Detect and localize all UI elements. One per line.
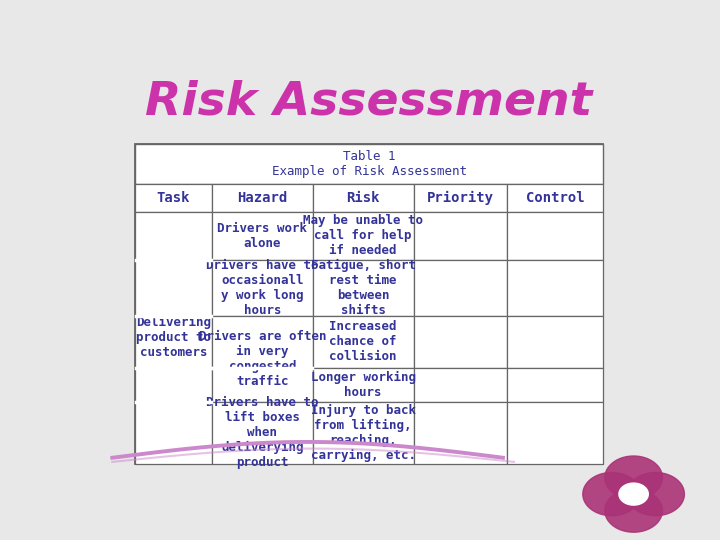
Bar	[508, 260, 603, 316]
Bar	[312, 316, 413, 368]
Bar	[135, 402, 212, 464]
Polygon shape	[605, 489, 662, 532]
Text: Drivers are often
in very
congested
traffic: Drivers are often in very congested traf…	[199, 330, 326, 388]
Text: May be unable to
call for help
if needed: May be unable to call for help if needed	[303, 214, 423, 258]
Bar	[413, 368, 508, 402]
Text: Hazard: Hazard	[238, 191, 287, 205]
Text: Fatigue, short
rest time
between
shifts: Fatigue, short rest time between shifts	[310, 259, 415, 317]
Bar	[212, 184, 312, 212]
Bar	[508, 184, 603, 212]
Bar	[413, 184, 508, 212]
Text: ISC: ISC	[626, 491, 642, 501]
Bar	[413, 212, 508, 260]
Bar	[135, 316, 212, 368]
Bar	[135, 144, 603, 464]
Text: Risk Assessment: Risk Assessment	[145, 80, 593, 125]
Bar	[413, 402, 508, 464]
Text: Longer working
hours: Longer working hours	[310, 371, 415, 399]
Bar	[135, 260, 212, 316]
Bar	[508, 212, 603, 260]
Bar	[312, 260, 413, 316]
Bar	[135, 212, 212, 260]
Text: Table 1
Example of Risk Assessment: Table 1 Example of Risk Assessment	[271, 150, 467, 178]
Bar	[135, 184, 212, 212]
Text: Injury to back
from lifting,
reaching,
carrying, etc.: Injury to back from lifting, reaching, c…	[310, 404, 415, 462]
Polygon shape	[582, 472, 640, 516]
Bar	[413, 260, 508, 316]
Bar	[312, 368, 413, 402]
Bar	[212, 260, 312, 316]
Text: Drivers have to
lift boxes
when
deliverying
product: Drivers have to lift boxes when delivery…	[206, 396, 319, 469]
Polygon shape	[627, 472, 685, 516]
Text: Drivers work
alone: Drivers work alone	[217, 222, 307, 250]
Bar	[212, 402, 312, 464]
Bar	[312, 212, 413, 260]
Text: Control: Control	[526, 191, 585, 205]
Bar	[413, 316, 508, 368]
Bar	[312, 402, 413, 464]
Text: Risk: Risk	[346, 191, 380, 205]
Bar	[508, 368, 603, 402]
Text: Task: Task	[156, 191, 190, 205]
Bar	[508, 402, 603, 464]
Bar	[212, 316, 312, 368]
Polygon shape	[619, 483, 648, 505]
Text: Increased
chance of
collision: Increased chance of collision	[329, 320, 397, 363]
Bar	[135, 368, 212, 402]
Bar	[212, 368, 312, 402]
Bar	[135, 144, 603, 184]
Polygon shape	[605, 456, 662, 499]
Text: Drivers have to
occasionall
y work long
hours: Drivers have to occasionall y work long …	[206, 259, 319, 317]
Text: Priority: Priority	[427, 191, 494, 205]
Bar	[312, 184, 413, 212]
Text: Delivering
product to
customers: Delivering product to customers	[136, 316, 211, 360]
Bar	[508, 316, 603, 368]
Bar	[212, 212, 312, 260]
